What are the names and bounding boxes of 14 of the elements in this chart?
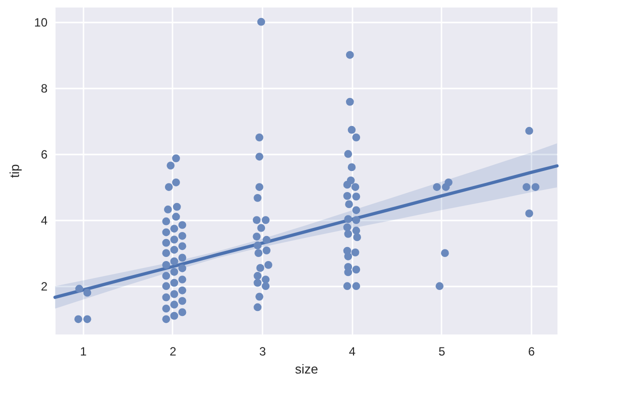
y-tick-label: 4 (40, 214, 48, 228)
y-tick-label: 8 (40, 81, 48, 96)
y-axis-title: tip (7, 164, 22, 178)
x-tick-label: 5 (438, 344, 446, 358)
y-tick-label: 10 (34, 15, 48, 30)
x-tick-label: 4 (348, 344, 356, 358)
x-axis-title: size (294, 362, 318, 376)
y-tick-label: 6 (40, 147, 48, 162)
y-tick-label: 2 (40, 280, 48, 294)
x-tick-label: 3 (259, 344, 266, 358)
line-series (53, 164, 559, 299)
x-tick-label: 2 (170, 344, 177, 358)
x-tick-label: 1 (80, 344, 87, 358)
x-tick-label: 6 (528, 344, 536, 358)
